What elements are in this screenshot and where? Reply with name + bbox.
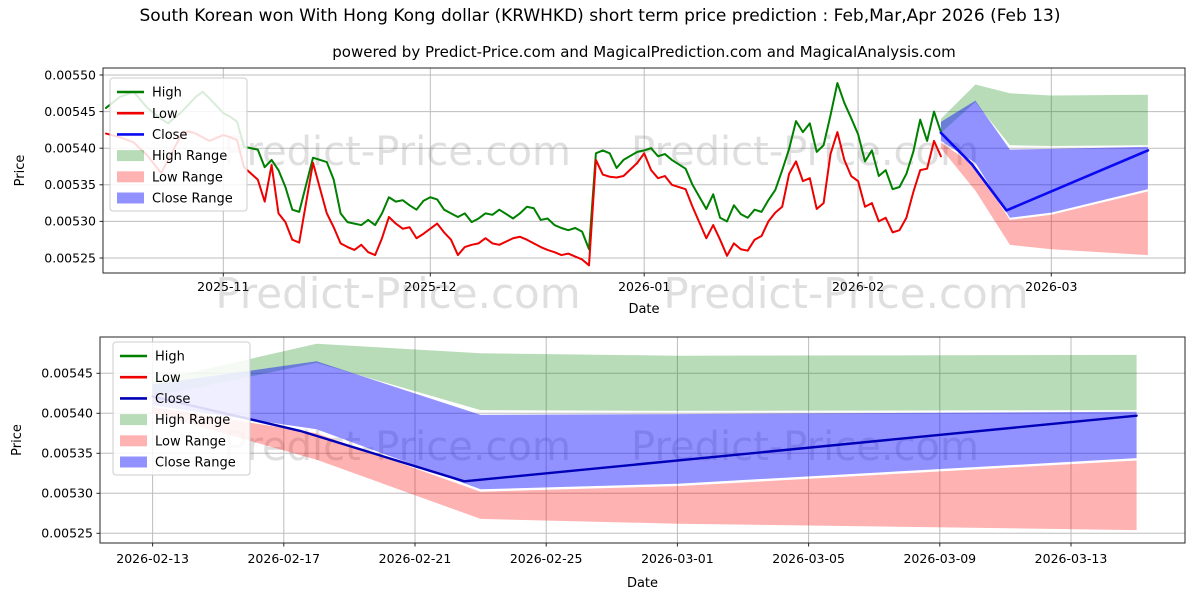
watermark-text: Predict-Price.com <box>215 269 580 318</box>
x-tick-label: 2025-12 <box>404 279 456 294</box>
legend-swatch-low-range <box>117 171 144 183</box>
legend-label: High <box>155 350 185 365</box>
y-tick-label: 0.00545 <box>41 366 93 381</box>
x-tick-label: 2025-11 <box>197 279 249 294</box>
y-tick-label: 0.00530 <box>44 214 96 229</box>
legend-label: Low Range <box>152 170 223 185</box>
watermark-text: Predict-Price.com <box>223 424 571 470</box>
y-axis-label: Price <box>10 424 25 456</box>
x-tick-label: 2026-02-13 <box>116 551 189 566</box>
plot-frame <box>99 336 1186 544</box>
legend-swatch-close-range <box>117 192 144 204</box>
band-high-range <box>152 343 1137 411</box>
legend: High Low Close High Range Low Range Close Ran… <box>109 77 248 212</box>
legend-box <box>109 77 248 212</box>
x-tick-label: 2026-03-13 <box>1035 551 1108 566</box>
x-axis-label: Date <box>627 576 658 591</box>
legend-label: High Range <box>155 413 230 428</box>
y-tick-label: 0.00530 <box>41 486 93 501</box>
legend-label: Close <box>152 128 187 143</box>
band-low-range <box>940 142 1148 256</box>
band-high-range <box>940 84 1148 147</box>
between-charts-watermark: Predict-Price.com <box>663 269 1028 318</box>
x-axis-label: Date <box>628 302 659 317</box>
y-tick-label: 0.00540 <box>44 141 96 156</box>
band-close-range <box>152 361 1137 490</box>
legend-swatch-high-range <box>120 414 147 426</box>
legend-label: Low Range <box>155 434 226 449</box>
x-tick-label: 2026-02-25 <box>510 551 583 566</box>
axes-subtitle: powered by Predict-Price.com and Magical… <box>332 43 956 61</box>
y-axis-label: Price <box>13 155 28 187</box>
y-tick-label: 0.00535 <box>44 177 96 192</box>
legend-label: Close <box>155 392 190 407</box>
watermark-text: Predict-Price.com <box>223 129 571 175</box>
y-tick-label: 0.00545 <box>44 104 96 119</box>
legend-label: Low <box>155 371 181 386</box>
x-tick-label: 2026-02-17 <box>247 551 320 566</box>
y-tick-label: 0.00525 <box>41 526 93 541</box>
x-tick-label: 2026-03-09 <box>903 551 976 566</box>
y-tick-label: 0.00525 <box>44 250 96 265</box>
legend-label: Close Range <box>152 192 233 207</box>
legend-swatch-low-range <box>120 435 147 447</box>
x-tick-label: 2026-03 <box>1025 279 1077 294</box>
legend: High Low Close High Range Low Range Close Ran… <box>112 341 251 476</box>
band-close-range <box>940 100 1148 218</box>
between-charts-watermark: Predict-Price.com <box>215 269 580 318</box>
x-tick-label: 2026-02-21 <box>379 551 452 566</box>
x-tick-label: 2026-03-01 <box>641 551 714 566</box>
series-low-line <box>105 130 942 267</box>
watermark-text: Predict-Price.com <box>663 269 1028 318</box>
y-tick-label: 0.00535 <box>41 446 93 461</box>
series-high-line <box>105 82 942 251</box>
watermark-text: Predict-Price.com <box>631 129 979 175</box>
legend-label: High <box>152 86 182 101</box>
x-tick-label: 2026-01 <box>618 279 670 294</box>
legend-swatch-close-range <box>120 456 147 468</box>
y-tick-label: 0.00540 <box>41 406 93 421</box>
legend-swatch-high-range <box>117 150 144 162</box>
x-tick-label: 2026-02 <box>832 279 884 294</box>
y-tick-label: 0.00550 <box>44 67 96 82</box>
figure-title: South Korean won With Hong Kong dollar (… <box>139 6 1061 26</box>
series-close-line <box>939 131 1150 212</box>
legend-label: Low <box>152 107 178 122</box>
forecast-chart: Predict-Price.comPredict-Price.com2026-0… <box>10 336 1186 591</box>
history-chart: Predict-Price.com Predict-Price.com2025-1… <box>13 67 1186 317</box>
legend-label: High Range <box>152 149 227 164</box>
legend-box <box>112 341 251 476</box>
x-tick-label: 2026-03-05 <box>772 551 845 566</box>
legend-label: Close Range <box>155 456 236 471</box>
band-low-range <box>152 406 1137 531</box>
